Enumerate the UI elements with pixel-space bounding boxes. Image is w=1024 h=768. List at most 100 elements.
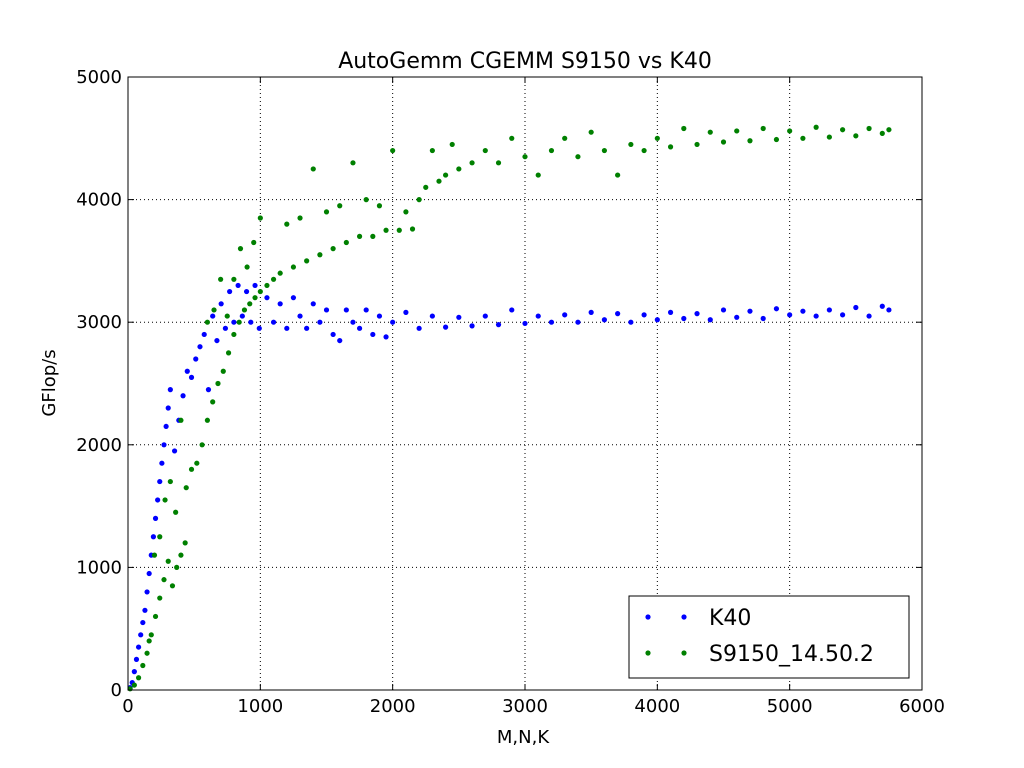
data-point [231,331,237,338]
data-point [615,311,621,317]
data-point [840,312,846,318]
data-point [548,319,555,325]
data-point [236,319,242,325]
data-point [241,307,248,313]
data-point [641,147,647,154]
data-point [218,276,224,282]
data-point [135,644,142,650]
data-point [150,534,157,540]
data-point [734,314,740,320]
legend-marker [645,614,651,620]
data-point [350,160,356,166]
data-point [199,442,205,448]
data-point [165,558,171,564]
data-point [403,209,409,215]
data-point [522,154,528,160]
data-point [681,125,687,132]
data-point [522,320,528,327]
data-point [257,215,263,221]
data-point [159,460,165,466]
data-point [131,682,137,688]
data-point [188,466,195,472]
data-point [155,497,161,503]
data-point [231,319,237,325]
data-point [323,307,330,313]
data-point [310,301,316,307]
chart-title: AutoGemm CGEMM S9150 vs K40 [338,49,712,74]
x-tick-label: 0 [122,696,133,717]
data-point [800,135,806,141]
x-tick-label: 4000 [634,696,680,717]
data-point [482,313,488,319]
data-point [277,270,283,276]
y-tick-label: 0 [111,680,122,701]
data-point [146,570,152,577]
data-point [886,307,892,313]
data-point [376,313,383,319]
data-point [343,239,349,246]
data-point [178,552,184,558]
x-tick-label: 2000 [370,696,416,717]
data-point [194,460,200,466]
data-point [330,331,336,338]
data-point [720,139,727,145]
data-point [443,324,449,330]
data-point [256,325,262,331]
data-point [879,303,885,309]
data-point [773,136,780,143]
data-point [535,172,541,178]
data-point [174,564,180,571]
data-point [235,282,241,289]
data-point [161,577,167,583]
data-point [204,417,210,423]
data-point [363,307,369,313]
data-point [337,203,343,209]
data-point [681,315,687,322]
data-point [210,399,216,405]
data-point [615,172,621,178]
legend: K40 S9150_14.50.2 [628,595,910,679]
data-point [180,393,186,399]
data-point [270,276,277,282]
legend-marker [681,614,687,620]
data-point [239,313,245,319]
data-point [376,203,383,209]
data-point [588,309,594,315]
data-point [171,448,178,454]
data-point [601,147,608,154]
data-point [760,125,766,132]
data-point [866,125,872,132]
data-point [304,258,310,264]
x-tick-label: 3000 [502,696,548,717]
data-point [284,221,290,227]
data-point [601,317,608,323]
data-point [243,288,250,295]
data-point [182,540,188,546]
data-point [575,154,581,160]
data-point [343,307,349,313]
data-point [694,141,700,148]
data-point [760,315,766,322]
legend-marker [681,650,687,656]
data-point [224,313,230,319]
data-point [509,135,515,141]
data-point [247,301,253,307]
data-point [747,308,753,314]
data-point [157,478,163,485]
data-point [429,313,435,319]
data-point [237,246,244,252]
data-point [330,246,336,252]
data-point [231,276,237,282]
x-tick-label: 1000 [237,696,283,717]
data-point [416,325,422,331]
data-point [800,308,806,314]
data-point [469,323,475,329]
data-point [201,331,207,338]
data-point [886,127,892,133]
y-tick-label: 2000 [76,435,122,456]
data-point [840,127,846,133]
data-point [813,124,819,130]
data-point [443,172,449,178]
data-point [787,312,793,318]
y-tick-label: 1000 [76,557,122,578]
